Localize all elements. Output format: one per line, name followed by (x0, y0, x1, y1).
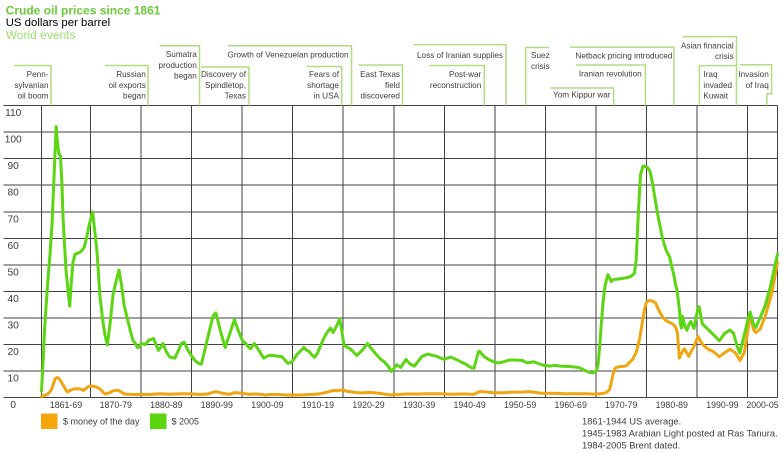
svg-text:World events: World events (6, 28, 76, 42)
svg-text:Iraq: Iraq (703, 70, 718, 79)
svg-text:crisis: crisis (531, 62, 550, 71)
svg-text:Crude oil prices since 1861: Crude oil prices since 1861 (6, 3, 161, 17)
svg-text:Russian: Russian (116, 70, 146, 79)
svg-text:Suez: Suez (531, 51, 550, 60)
svg-text:40: 40 (8, 294, 20, 305)
svg-text:crisis: crisis (715, 52, 734, 61)
svg-text:Discovery of: Discovery of (201, 70, 247, 79)
svg-text:Fears of: Fears of (309, 70, 340, 79)
svg-text:East Texas: East Texas (360, 70, 400, 79)
svg-text:90: 90 (8, 161, 20, 172)
svg-text:1990-99: 1990-99 (706, 400, 738, 410)
svg-text:0: 0 (10, 400, 16, 411)
svg-text:Kuwait: Kuwait (703, 92, 728, 101)
svg-text:30: 30 (8, 321, 20, 332)
svg-text:Iranian revolution: Iranian revolution (579, 70, 642, 79)
svg-text:1910-19: 1910-19 (302, 400, 334, 410)
svg-text:Invasion: Invasion (738, 70, 769, 79)
svg-text:1940-49: 1940-49 (453, 400, 485, 410)
svg-text:1980-89: 1980-89 (656, 400, 688, 410)
svg-text:Penn-: Penn- (27, 70, 49, 79)
svg-text:1930-39: 1930-39 (403, 400, 435, 410)
svg-text:discovered: discovered (360, 92, 400, 101)
svg-text:20: 20 (8, 347, 20, 358)
svg-text:field: field (385, 81, 400, 90)
svg-text:60: 60 (8, 241, 20, 252)
svg-text:Texas: Texas (225, 92, 246, 101)
svg-text:1880-89: 1880-89 (150, 400, 182, 410)
svg-text:Yom Kippur war: Yom Kippur war (553, 91, 611, 100)
svg-text:1960-69: 1960-69 (555, 400, 587, 410)
svg-text:1945-1983 Arabian Light posted: 1945-1983 Arabian Light posted at Ras Ta… (582, 428, 778, 438)
svg-text:sylvanian: sylvanian (14, 81, 49, 90)
svg-text:of Iraq: of Iraq (746, 81, 770, 90)
svg-text:1861-69: 1861-69 (50, 400, 82, 410)
svg-text:10: 10 (8, 374, 20, 385)
svg-text:1900-09: 1900-09 (251, 400, 283, 410)
svg-text:US dollars per barrel: US dollars per barrel (6, 17, 110, 29)
svg-text:Spindletop,: Spindletop, (205, 81, 246, 90)
svg-text:oil exports: oil exports (108, 81, 145, 90)
svg-text:1920-29: 1920-29 (352, 400, 384, 410)
svg-text:$ 2005: $ 2005 (172, 416, 200, 426)
svg-text:Post-war: Post-war (449, 70, 482, 79)
svg-text:Netback pricing introduced: Netback pricing introduced (575, 52, 672, 61)
svg-text:1861-1944 US average.: 1861-1944 US average. (582, 416, 681, 426)
svg-text:Growth of Venezuelan productio: Growth of Venezuelan production (227, 51, 349, 60)
svg-text:reconstruction: reconstruction (430, 81, 482, 90)
svg-text:Asian financial: Asian financial (681, 41, 734, 50)
svg-text:$ money of the day: $ money of the day (63, 416, 140, 426)
svg-text:production: production (159, 61, 198, 70)
svg-text:Sumatra: Sumatra (166, 50, 197, 59)
svg-text:80: 80 (8, 188, 20, 199)
svg-text:shortage: shortage (307, 81, 339, 90)
svg-text:1870-79: 1870-79 (100, 400, 132, 410)
svg-text:1984-2005 Brent dated.: 1984-2005 Brent dated. (582, 440, 680, 450)
svg-text:100: 100 (5, 135, 22, 146)
svg-text:in USA: in USA (314, 92, 340, 101)
svg-text:1970-79: 1970-79 (605, 400, 637, 410)
svg-text:oil boom: oil boom (18, 92, 49, 101)
svg-text:Loss of Iranian supplies: Loss of Iranian supplies (417, 51, 503, 60)
svg-text:70: 70 (8, 214, 20, 225)
svg-text:110: 110 (5, 108, 22, 119)
svg-text:began: began (123, 92, 146, 101)
svg-text:50: 50 (8, 267, 20, 278)
svg-text:1890-99: 1890-99 (201, 400, 233, 410)
svg-text:1950-59: 1950-59 (504, 400, 536, 410)
svg-text:invaded: invaded (703, 81, 732, 90)
svg-text:2000-05: 2000-05 (746, 400, 778, 410)
svg-text:began: began (174, 72, 197, 81)
